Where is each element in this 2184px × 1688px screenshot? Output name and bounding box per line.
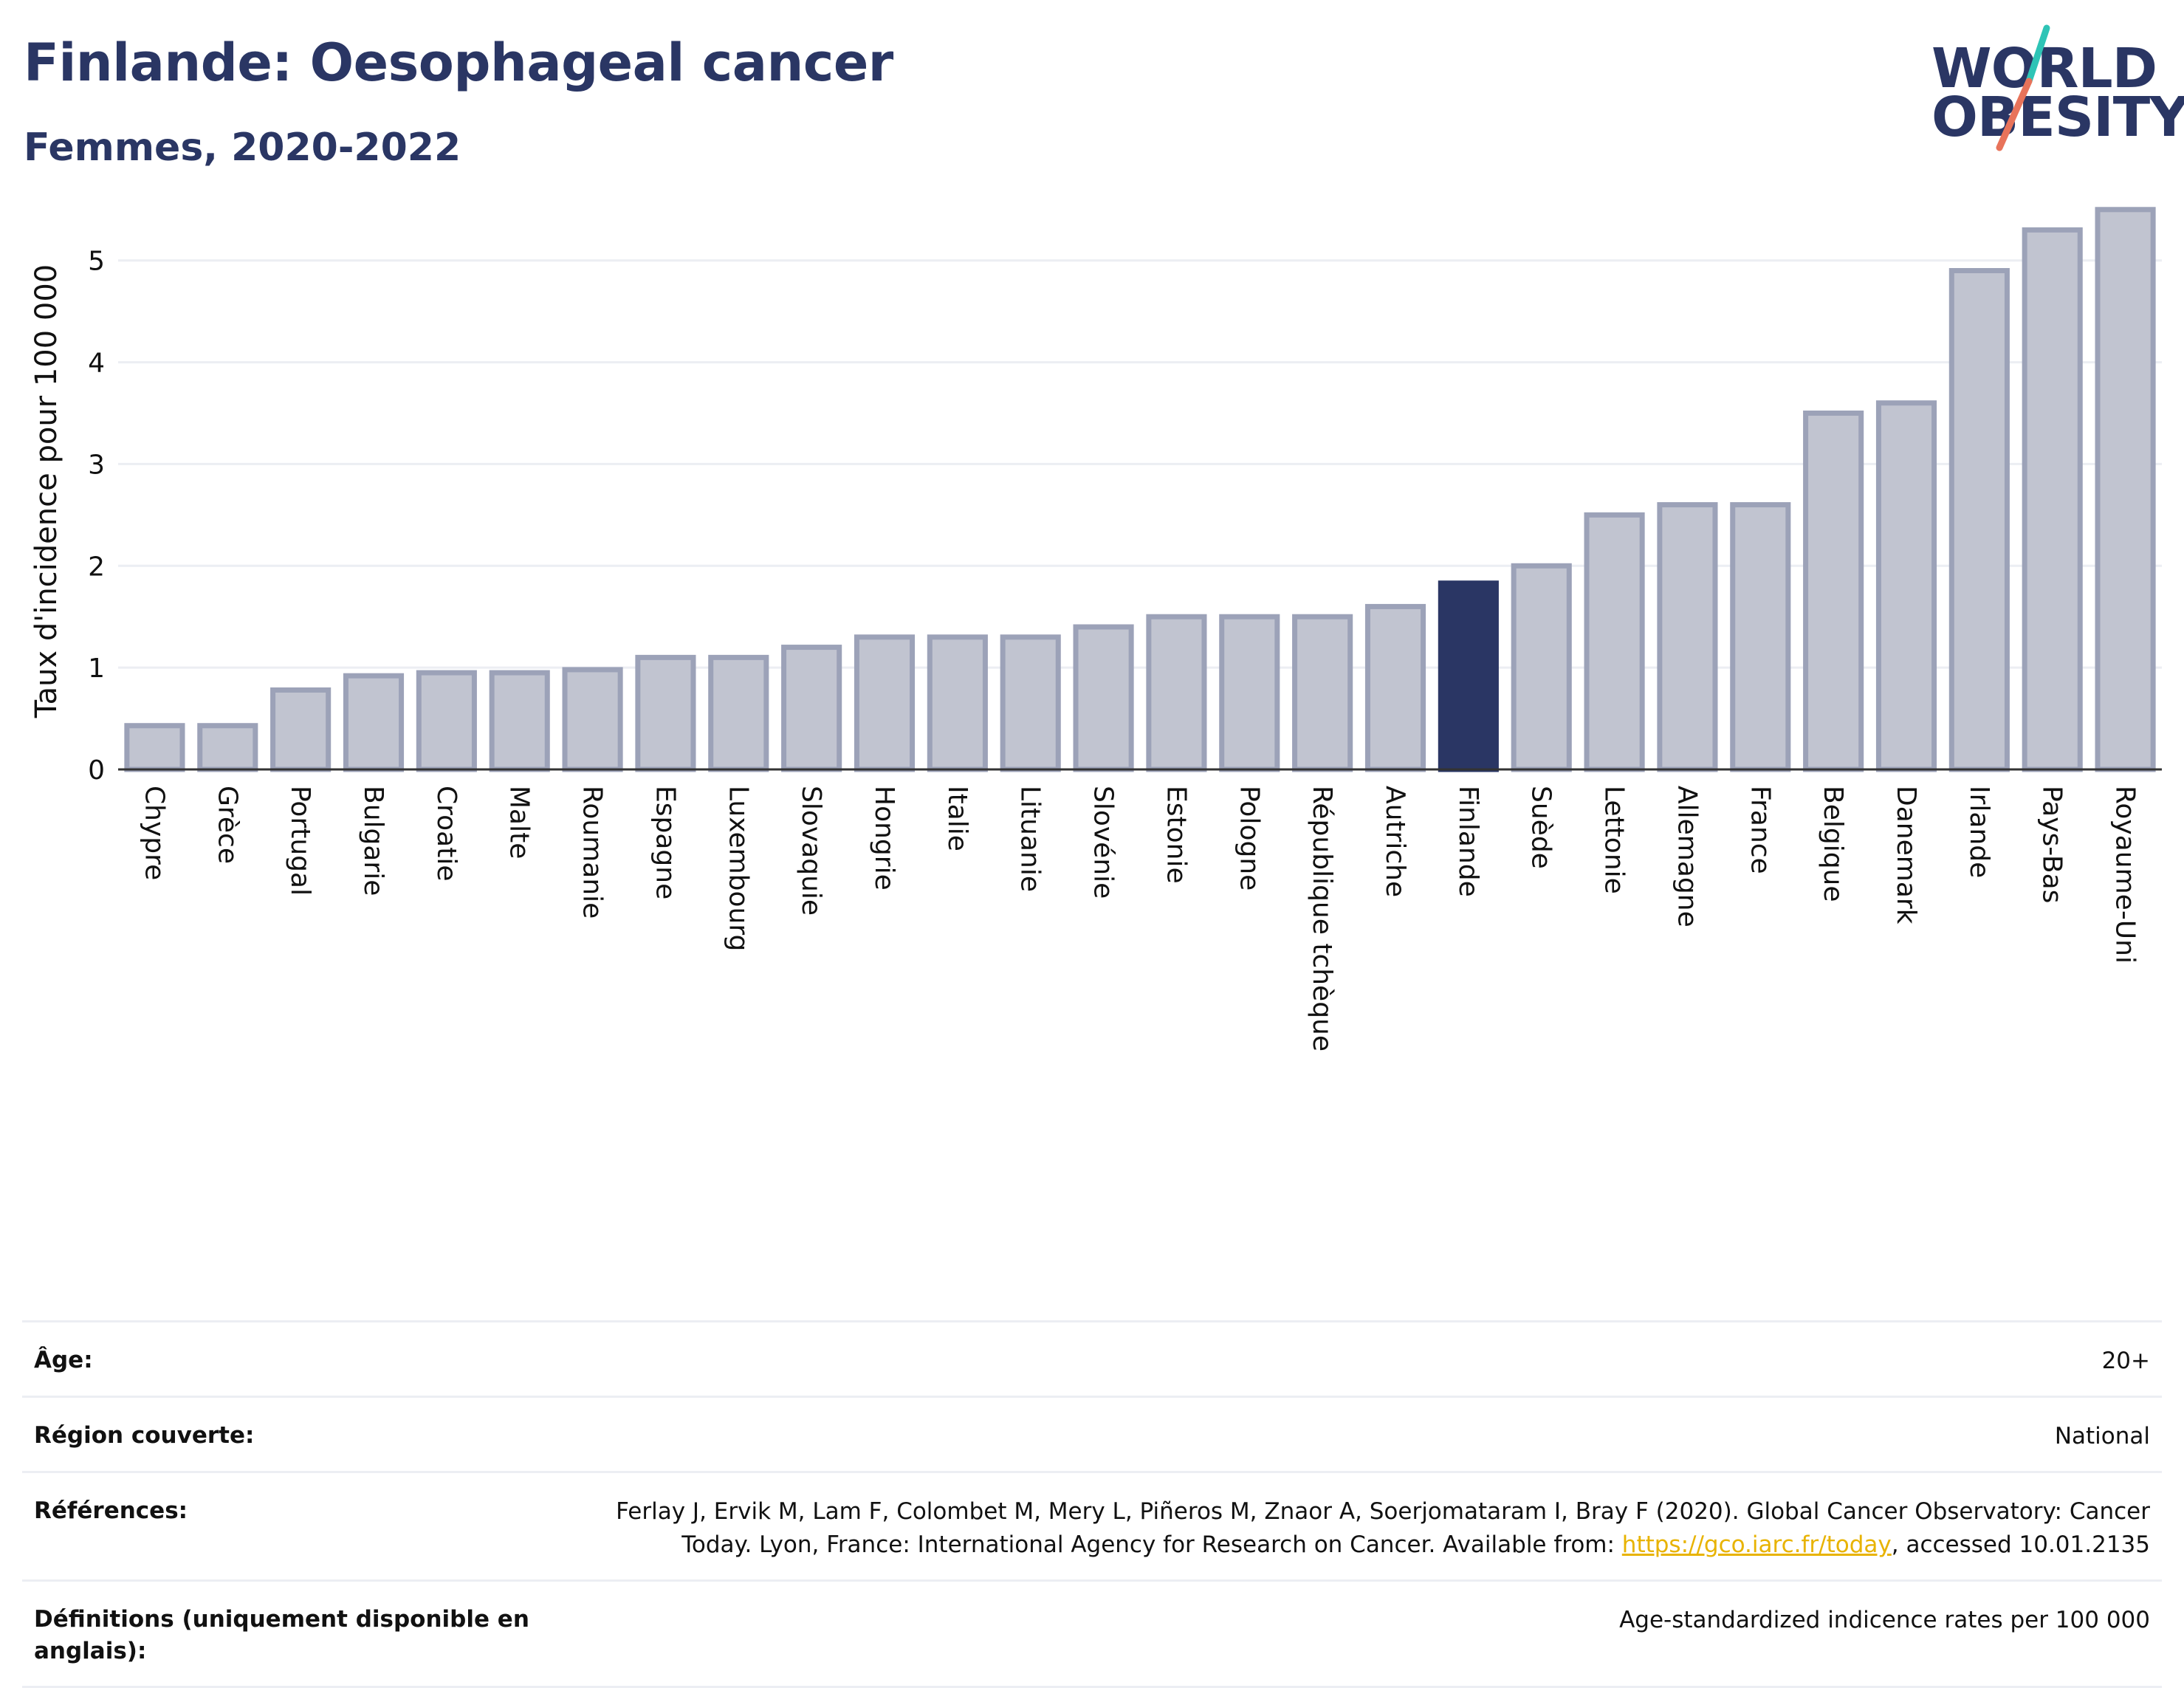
bar-slovaquie[interactable] [781, 645, 842, 772]
bar-su-de[interactable] [1511, 563, 1572, 772]
x-tick-label: Lituanie [1015, 786, 1045, 892]
x-tick-label: République tchèque [1307, 786, 1337, 1051]
x-tick-label: Belgique [1818, 786, 1848, 902]
x-tick-label: Croatie [431, 786, 461, 882]
info-row-definitions: Définitions (uniquement disponible en an… [22, 1579, 2162, 1688]
bars [124, 207, 2156, 772]
x-tick-label: Grèce [212, 786, 242, 864]
x-tick-label: Roumanie [577, 786, 608, 919]
bar-italie[interactable] [927, 634, 988, 772]
bar-slov-nie[interactable] [1073, 624, 1134, 772]
info-key: Références: [34, 1497, 188, 1524]
x-tick-label: Espagne [650, 786, 680, 899]
x-tick-label: Malte [504, 786, 535, 859]
logo-slash-icon [1996, 24, 2050, 151]
info-row-region: Région couverte: National [22, 1395, 2162, 1471]
bar-pologne[interactable] [1219, 614, 1280, 772]
bar-belgique[interactable] [1803, 411, 1864, 772]
bar-autriche[interactable] [1364, 603, 1426, 772]
bar-lituanie[interactable] [1000, 634, 1061, 772]
bar-r-publique-tch-que[interactable] [1292, 614, 1353, 772]
reference-accessed: , accessed 10.01.2135 [1891, 1531, 2150, 1558]
y-tick-label: 3 [88, 450, 105, 480]
x-tick-label: Estonie [1161, 786, 1191, 884]
x-tick-label: Portugal [285, 786, 315, 896]
x-tick-label: Danemark [1891, 786, 1921, 924]
x-tick-label: Slovaquie [796, 786, 826, 916]
logo-line-obesity: OBESITY [1931, 86, 2184, 149]
bar-malte[interactable] [489, 670, 550, 772]
x-tick-label: Finlande [1453, 786, 1483, 897]
bar-danemark[interactable] [1875, 400, 1937, 772]
info-value: Age-standardized indicence rates per 100… [1619, 1606, 2150, 1633]
x-tick-label: Slovénie [1088, 786, 1119, 899]
y-axis-label: Taux d'incidence pour 100 000 [30, 264, 63, 718]
x-tick-label: Italie [942, 786, 972, 851]
bar-gr-ce[interactable] [197, 723, 258, 772]
x-tick-label: France [1745, 786, 1775, 874]
y-tick-label: 2 [88, 552, 105, 582]
bar-croatie[interactable] [416, 670, 477, 772]
bar-roumanie[interactable] [562, 667, 623, 772]
info-table: Âge: 20+ Région couverte: National Référ… [22, 1320, 2162, 1688]
x-tick-label: Royaume-Uni [2110, 786, 2140, 964]
chart-title: Finlande: Oesophageal cancer [24, 32, 893, 93]
y-tick-label: 5 [88, 247, 105, 277]
info-row-references: Références: Ferlay J, Ervik M, Lam F, Co… [22, 1470, 2162, 1579]
x-tick-label: Pologne [1234, 786, 1264, 891]
info-key: Âge: [34, 1347, 93, 1373]
x-tick-label: Bulgarie [358, 786, 388, 896]
reference-link[interactable]: https://gco.iarc.fr/today [1621, 1531, 1892, 1558]
bar-france[interactable] [1730, 502, 1791, 772]
x-tick-label: Allemagne [1672, 786, 1702, 927]
y-tick-labels: 0 1 2 3 4 5 [88, 247, 105, 786]
bar-luxembourg[interactable] [708, 654, 769, 772]
info-key: Région couverte: [34, 1421, 255, 1449]
bar-royaume-uni[interactable] [2095, 207, 2156, 772]
bar-bulgarie[interactable] [343, 673, 405, 772]
bar-hongrie[interactable] [854, 634, 916, 772]
logo-line-world: WORLD [1931, 37, 2157, 100]
reference-text: Ferlay J, Ervik M, Lam F, Colombet M, Me… [616, 1497, 2150, 1558]
bar-allemagne[interactable] [1657, 502, 1718, 772]
info-value: Ferlay J, Ervik M, Lam F, Colombet M, Me… [563, 1495, 2150, 1562]
x-tick-labels: Chypre Grèce Portugal Bulgarie Croatie Malte R… [139, 786, 2140, 1051]
info-value: National [2054, 1422, 2150, 1449]
y-tick-label: 1 [88, 653, 105, 684]
bar-chypre[interactable] [124, 723, 185, 772]
y-tick-label: 0 [88, 755, 105, 786]
bar-chart: 0 1 2 3 4 5 Chypre Grèce Portugal Bulgarie Croati… [30, 207, 2162, 1051]
x-tick-label: Suède [1526, 786, 1556, 869]
bar-portugal[interactable] [270, 687, 332, 772]
bar-estonie[interactable] [1146, 614, 1207, 772]
chart-subtitle: Femmes, 2020-2022 [24, 126, 461, 170]
y-tick-label: 4 [88, 349, 105, 379]
bar-irlande[interactable] [1948, 268, 2010, 772]
bar-espagne[interactable] [635, 654, 696, 772]
bar-pays-bas[interactable] [2022, 227, 2083, 772]
info-key: Définitions (uniquement disponible en an… [34, 1605, 529, 1665]
bar-lettonie[interactable] [1584, 512, 1645, 772]
x-tick-label: Luxembourg [723, 786, 753, 951]
x-tick-label: Hongrie [869, 786, 899, 891]
info-value: 20+ [2101, 1348, 2150, 1374]
x-tick-label: Chypre [139, 786, 169, 880]
x-tick-label: Lettonie [1599, 786, 1630, 894]
x-tick-label: Autriche [1380, 786, 1410, 897]
bar-finlande[interactable] [1438, 580, 1499, 772]
info-row-age: Âge: 20+ [22, 1320, 2162, 1396]
world-obesity-logo: WORLD OBESITY [1920, 22, 2184, 155]
x-tick-label: Irlande [1964, 786, 1994, 878]
x-tick-label: Pays-Bas [2037, 786, 2067, 903]
